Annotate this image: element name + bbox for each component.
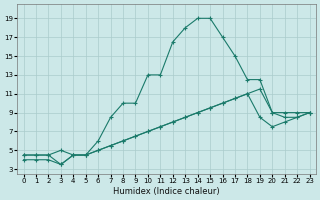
X-axis label: Humidex (Indice chaleur): Humidex (Indice chaleur) — [113, 187, 220, 196]
